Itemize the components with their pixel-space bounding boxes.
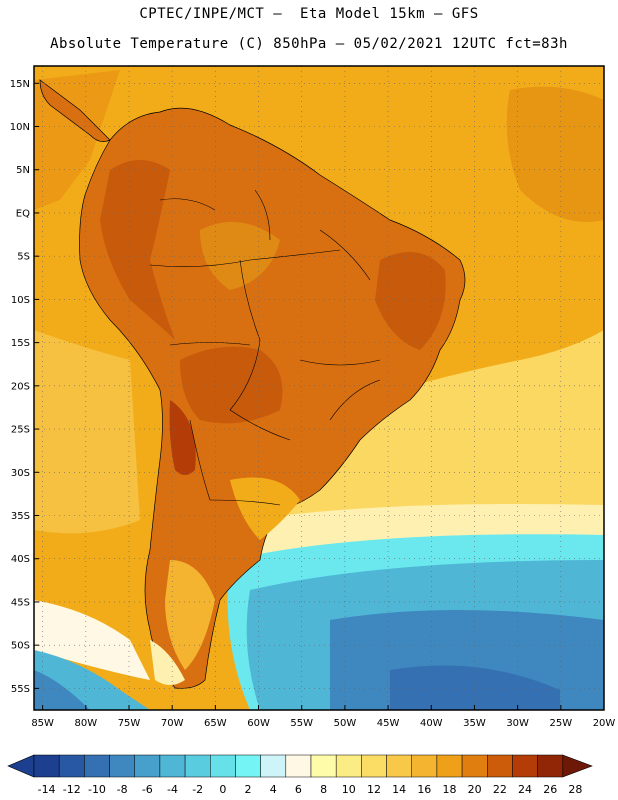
tierra-del-fuego-patch bbox=[150, 640, 185, 685]
colorbar-swatch bbox=[310, 754, 337, 778]
chaco-very-hot-zone bbox=[169, 400, 196, 475]
andes-hot-zone bbox=[100, 160, 175, 340]
lat-label: 10S bbox=[11, 295, 30, 306]
lon-label: 35W bbox=[463, 718, 486, 729]
color-scale: -14 -12 -10 -8 -6 -4 -2 0 2 4 6 8 10 12 14 16 18 20 22 24 26… bbox=[7, 754, 593, 796]
lon-label: 25W bbox=[550, 718, 573, 729]
pale-band-pacific bbox=[34, 330, 140, 534]
colorbar-swatch bbox=[260, 754, 287, 778]
colorbar-tick-label: 18 bbox=[443, 783, 457, 796]
coldest-ocean-southwest bbox=[34, 670, 90, 710]
colorbar-tick-label: 2 bbox=[245, 783, 252, 796]
lat-label: 50S bbox=[11, 641, 30, 652]
lat-label: 15S bbox=[11, 338, 30, 349]
lon-label: 60W bbox=[247, 718, 270, 729]
lat-label: 55S bbox=[11, 684, 30, 695]
colorbar-swatch bbox=[184, 754, 211, 778]
colorbar-tick-label: -4 bbox=[167, 783, 178, 796]
lon-label: 65W bbox=[204, 718, 227, 729]
colorbar-tick-label: 16 bbox=[417, 783, 431, 796]
lat-label: 5N bbox=[16, 165, 30, 176]
pampas-patch bbox=[230, 477, 300, 540]
colorbar-tick-label: 26 bbox=[543, 783, 557, 796]
lon-label: 30W bbox=[506, 718, 529, 729]
lat-label: EQ bbox=[16, 208, 30, 219]
colorbar-swatch bbox=[159, 754, 186, 778]
latitude-labels: 15N 10N 5N EQ 5S 10S 15S 20S 25S 30S 35S 40S 45S 50S 5… bbox=[10, 79, 39, 695]
colorbar-swatch bbox=[134, 754, 161, 778]
lat-label: 35S bbox=[11, 511, 30, 522]
lat-label: 30S bbox=[11, 468, 30, 479]
colorbar-swatch bbox=[84, 754, 110, 778]
colorbar-tick-label: 22 bbox=[493, 783, 507, 796]
colorbar-tick-label: 8 bbox=[320, 783, 327, 796]
colorbar-swatch bbox=[109, 754, 135, 778]
lon-label: 70W bbox=[161, 718, 184, 729]
lon-label: 20W bbox=[593, 718, 616, 729]
map-field bbox=[34, 66, 604, 710]
colorbar-swatch bbox=[210, 754, 236, 778]
colorbar-tick-label: 6 bbox=[295, 783, 302, 796]
colorbar-tick-label: -10 bbox=[88, 783, 106, 796]
colorbar-tick-label: 24 bbox=[518, 783, 532, 796]
colorbar-tick-label: 0 bbox=[219, 783, 226, 796]
lon-label: 55W bbox=[290, 718, 313, 729]
colorbar-swatch bbox=[512, 754, 538, 778]
colorbar-swatch bbox=[335, 754, 362, 778]
colorbar-tick-label: 28 bbox=[568, 783, 582, 796]
colorbar-swatch bbox=[386, 754, 412, 778]
lon-label: 85W bbox=[31, 718, 54, 729]
lat-label: 10N bbox=[10, 122, 30, 133]
map-subtitle: Absolute Temperature (C) 850hPa – 05/02/… bbox=[50, 36, 568, 52]
lat-label: 15N bbox=[10, 79, 30, 90]
colorbar-tick-label: -6 bbox=[142, 783, 153, 796]
colorbar-tick-label: -2 bbox=[192, 783, 203, 796]
colorbar-tick-label: 10 bbox=[342, 783, 356, 796]
lat-lon-grid bbox=[34, 66, 605, 710]
colorbar-tick-label: 12 bbox=[367, 783, 381, 796]
lat-label: 40S bbox=[11, 554, 30, 565]
lat-label: 45S bbox=[11, 597, 30, 608]
lon-label: 50W bbox=[334, 718, 357, 729]
colorbar-swatch bbox=[537, 754, 564, 778]
lat-label: 20S bbox=[11, 381, 30, 392]
lon-label: 80W bbox=[75, 718, 98, 729]
colorbar-min-arrow bbox=[7, 754, 35, 778]
colorbar-swatch bbox=[235, 754, 261, 778]
colorbar-swatch bbox=[285, 754, 312, 778]
lon-label: 40W bbox=[420, 718, 443, 729]
warm-patch-atlantic bbox=[506, 86, 604, 223]
map-title: CPTEC/INPE/MCT – Eta Model 15km – GFS bbox=[139, 6, 479, 22]
lon-label: 75W bbox=[118, 718, 141, 729]
central-hot-zone bbox=[180, 346, 283, 424]
colorbar-swatch bbox=[461, 754, 488, 778]
colorbar-swatch bbox=[411, 754, 438, 778]
lat-label: 5S bbox=[17, 252, 30, 263]
colorbar-swatch bbox=[33, 754, 60, 778]
longitude-labels: 85W 80W 75W 70W 65W 60W 55W 50W 45W 40W 35W 30W 25W 2… bbox=[31, 705, 615, 729]
country-borders bbox=[149, 189, 381, 506]
colorbar-max-arrow bbox=[562, 754, 593, 778]
colorbar-swatch bbox=[361, 754, 387, 778]
colorbar-tick-label: 4 bbox=[270, 783, 277, 796]
colorbar-tick-label: -12 bbox=[63, 783, 81, 796]
colorbar-tick-label: -8 bbox=[117, 783, 128, 796]
lon-label: 45W bbox=[377, 718, 400, 729]
map-frame bbox=[33, 65, 605, 711]
colorbar-tick-label: -14 bbox=[38, 783, 56, 796]
colorbar-swatch bbox=[487, 754, 513, 778]
northeast-brazil-hot-zone bbox=[375, 252, 446, 350]
colorbar-tick-label: 14 bbox=[392, 783, 406, 796]
colorbar-tick-label: 20 bbox=[468, 783, 482, 796]
central-america-landmass bbox=[39, 79, 111, 142]
cream-belt-south bbox=[34, 600, 150, 680]
pale-band-atlantic bbox=[270, 330, 604, 530]
colorbar-swatch bbox=[58, 754, 85, 778]
colorbar-swatch bbox=[436, 754, 463, 778]
patagonia-patch bbox=[165, 560, 215, 670]
lat-label: 25S bbox=[11, 425, 30, 436]
